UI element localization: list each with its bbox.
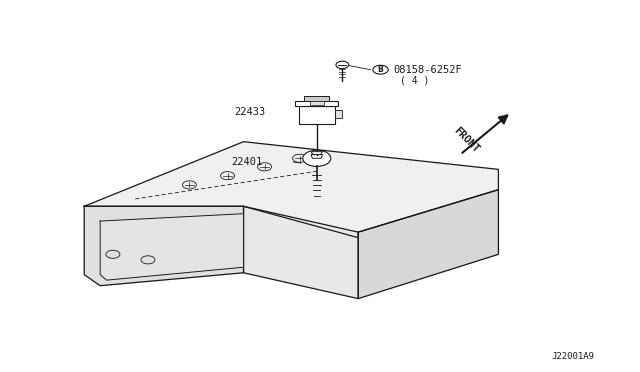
Circle shape (303, 150, 331, 166)
Text: 22433: 22433 (235, 107, 266, 117)
Polygon shape (358, 190, 499, 299)
Text: 08158-6252F: 08158-6252F (394, 65, 462, 75)
Text: J22001A9: J22001A9 (551, 352, 594, 361)
Circle shape (336, 61, 349, 68)
Polygon shape (100, 214, 244, 280)
Text: ( 4 ): ( 4 ) (399, 76, 429, 86)
Polygon shape (299, 106, 335, 124)
Polygon shape (311, 152, 323, 155)
Polygon shape (305, 96, 330, 100)
Polygon shape (84, 142, 499, 238)
Polygon shape (310, 101, 324, 105)
Text: FRONT: FRONT (452, 125, 481, 154)
Circle shape (221, 171, 235, 180)
Circle shape (257, 163, 271, 171)
Text: B: B (378, 65, 383, 74)
Polygon shape (311, 155, 323, 158)
Circle shape (292, 154, 307, 162)
Circle shape (373, 65, 388, 74)
Polygon shape (244, 206, 358, 299)
Polygon shape (84, 206, 244, 286)
Polygon shape (335, 110, 342, 118)
Text: 22401: 22401 (232, 157, 262, 167)
Circle shape (182, 181, 196, 189)
Circle shape (141, 256, 155, 264)
Circle shape (106, 250, 120, 259)
Polygon shape (296, 100, 338, 106)
